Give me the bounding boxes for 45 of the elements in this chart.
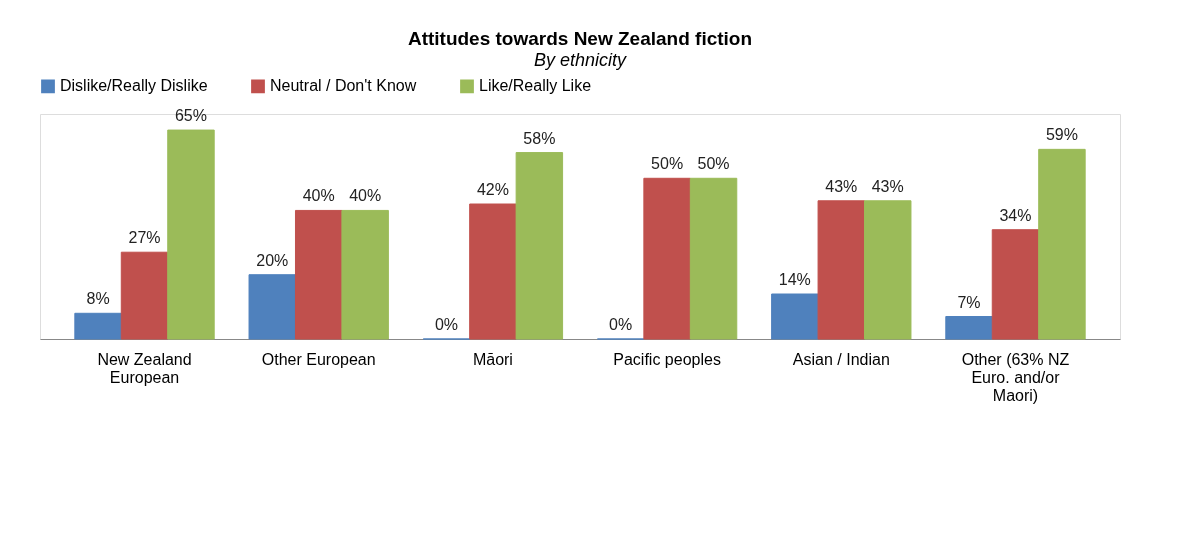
x-tick-label: Asian / Indian: [792, 350, 890, 368]
data-label: 42%: [476, 181, 509, 198]
bar: [120, 251, 169, 340]
bar: [817, 200, 866, 340]
bar: [515, 152, 564, 340]
bar: [341, 209, 389, 340]
bar: [469, 203, 517, 340]
bar: [689, 177, 738, 340]
bar: [294, 209, 343, 340]
data-label: 14%: [778, 271, 811, 288]
data-label: 0%: [434, 316, 459, 333]
x-tick-label: Pacific peoples: [613, 350, 721, 368]
bar: [991, 229, 1040, 340]
bar: [945, 316, 993, 340]
data-label: 65%: [174, 107, 207, 125]
chart-subtitle: By ethnicity: [533, 50, 628, 70]
data-label: 58%: [523, 129, 556, 147]
data-label: 50%: [651, 155, 684, 173]
data-label: 50%: [697, 155, 730, 173]
data-label: 27%: [128, 229, 161, 247]
x-tick-label: Other (63% NZ Euro. and/or Maori): [961, 350, 1070, 404]
bar: [248, 274, 296, 340]
legend-label: Dislike/Really Dislike: [60, 77, 208, 95]
bar: [1038, 148, 1086, 340]
x-tick-label: Māori: [472, 350, 513, 368]
data-label: 7%: [957, 293, 981, 311]
chart-title: Attitudes towards New Zealand fiction: [407, 28, 753, 49]
data-label: 40%: [349, 187, 382, 205]
data-label: 40%: [302, 187, 335, 205]
data-label: 8%: [86, 290, 110, 308]
x-tick-label: New Zealand European: [97, 350, 192, 386]
bar: [74, 312, 122, 340]
data-label: 34%: [999, 206, 1032, 224]
data-label: 0%: [609, 316, 633, 333]
legend-label: Neutral / Don't Know: [270, 77, 417, 95]
data-label: 43%: [825, 177, 858, 195]
bar: [643, 177, 691, 340]
data-label: 43%: [871, 177, 904, 195]
x-tick-label: Other European: [261, 350, 376, 368]
bar: [864, 200, 912, 340]
data-label: 59%: [1045, 126, 1078, 144]
bar: [167, 129, 215, 340]
data-label: 20%: [256, 251, 289, 269]
bar: [771, 293, 819, 340]
legend-label: Like/Really Like: [479, 77, 592, 95]
